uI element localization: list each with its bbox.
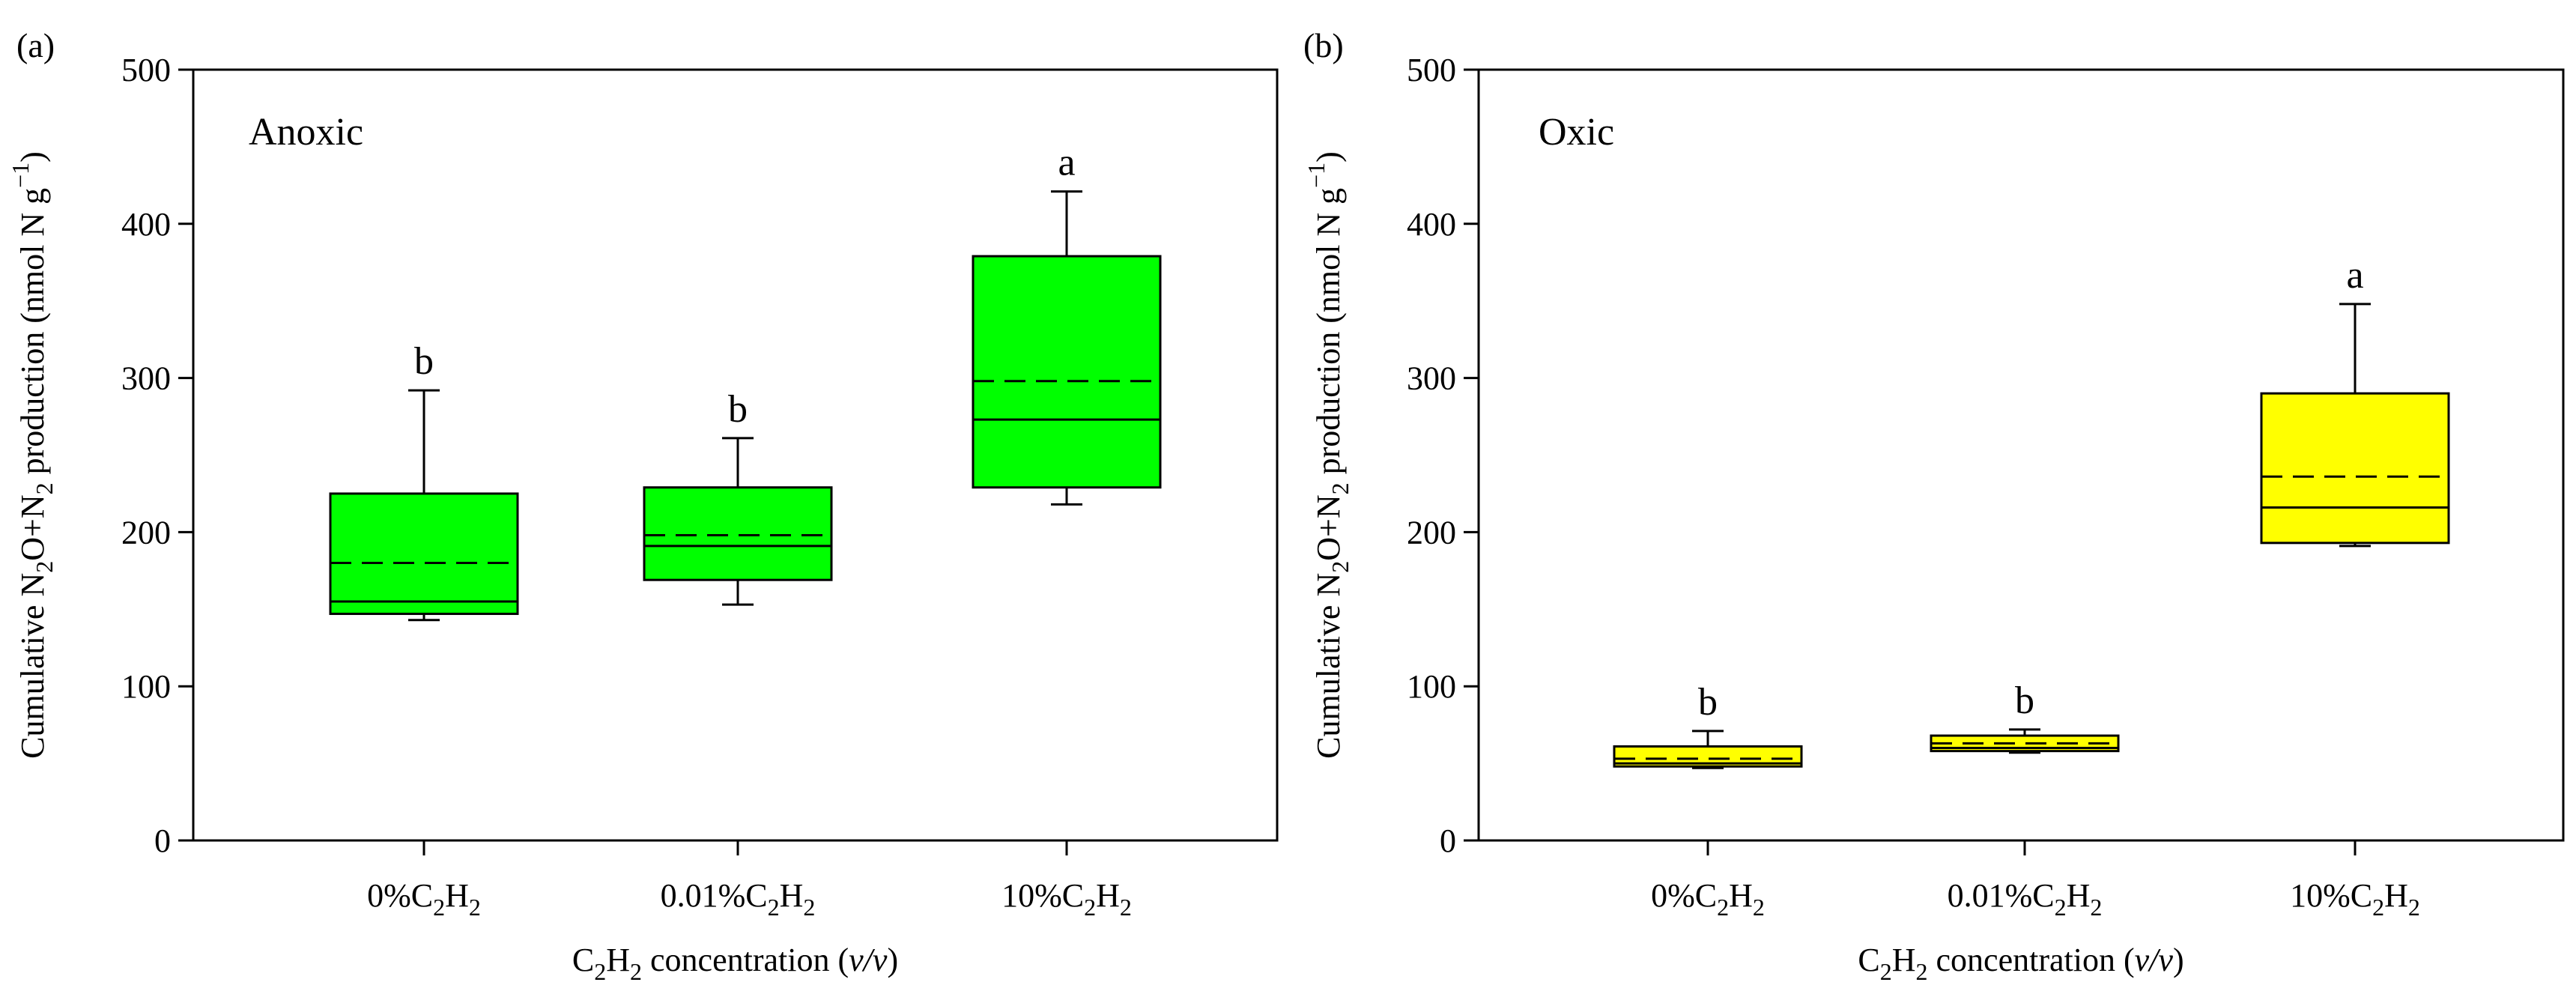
x-category-label-part: H [1096, 877, 1120, 914]
x-category-label-part: H [2067, 877, 2091, 914]
y-axis-title-part: production (nmol N g [14, 188, 51, 483]
y-axis-title-part: ) [14, 151, 51, 163]
x-category-label: 10%C2H2 [2290, 877, 2420, 921]
y-axis-title-part: −1 [1303, 163, 1330, 188]
x-axis-title-part: C [572, 942, 594, 978]
y-axis-title: Cumulative N2O+N2 production (nmol N g−1… [7, 151, 58, 759]
x-category-label-part: 0%C [367, 877, 433, 914]
x-category-label-part: 10%C [2290, 877, 2372, 914]
x-axis-title-part: H [606, 942, 630, 978]
y-axis-title-part: O+N [1310, 494, 1347, 560]
x-axis-title-part: ) [2173, 942, 2184, 978]
significance-letter: a [1058, 142, 1075, 184]
y-axis-title-part: Cumulative N [1310, 573, 1347, 759]
x-axis-title-part: H [1892, 942, 1916, 978]
x-axis-title-part: v/v [2135, 942, 2174, 978]
y-tick-label: 200 [1407, 514, 1456, 551]
box-1: b0%C2H2 [329, 340, 519, 921]
x-axis-title-part: ) [887, 942, 898, 978]
x-axis-title-part: 2 [630, 958, 642, 985]
box-body [972, 255, 1162, 489]
x-category-label: 10%C2H2 [1001, 877, 1132, 921]
x-category-label-part: H [1729, 877, 1753, 914]
x-category-label-part: 2 [1717, 894, 1729, 921]
y-tick-label: 400 [121, 206, 171, 243]
x-category-label-part: H [2384, 877, 2408, 914]
x-category-label-part: 2 [469, 894, 481, 921]
panel-label: (a) [16, 26, 55, 64]
x-category-label-part: 10%C [1001, 877, 1084, 914]
x-category-label: 0.01%C2H2 [661, 877, 816, 921]
box-2: b0.01%C2H2 [643, 388, 833, 921]
box-3: a10%C2H2 [2260, 254, 2450, 921]
significance-letter: b [1698, 681, 1718, 724]
box-1: b0%C2H2 [1613, 681, 1803, 921]
y-axis-title-part: −1 [7, 163, 34, 188]
x-category-label-part: 2 [2055, 894, 2067, 921]
box-body [2260, 392, 2450, 545]
x-axis-title-part: 2 [594, 958, 606, 985]
y-tick-label: 100 [121, 668, 171, 705]
y-tick-label: 100 [1407, 668, 1456, 705]
significance-letter: b [414, 340, 434, 383]
significance-letter: a [2346, 254, 2363, 297]
x-category-label: 0.01%C2H2 [1948, 877, 2103, 921]
y-axis-title: Cumulative N2O+N2 production (nmol N g−1… [1303, 151, 1354, 759]
plot-frame [1477, 68, 2565, 842]
x-category-label-part: 0.01%C [661, 877, 768, 914]
y-tick-label: 300 [1407, 360, 1456, 397]
x-category-label-part: 2 [1753, 894, 1765, 921]
x-category-label-part: 0%C [1651, 877, 1717, 914]
panel-label: (b) [1303, 26, 1344, 64]
x-category-label-part: 2 [768, 894, 780, 921]
x-category-label-part: 2 [2408, 894, 2420, 921]
x-category-label-part: 2 [2090, 894, 2102, 921]
y-tick-label: 400 [1407, 206, 1456, 243]
x-category-label-part: 2 [803, 894, 815, 921]
significance-letter: b [2015, 679, 2034, 722]
condition-label: Oxic [1539, 111, 1614, 154]
x-category-label-part: 2 [1084, 894, 1096, 921]
y-tick-label: 0 [1440, 822, 1456, 859]
y-tick-label: 300 [121, 360, 171, 397]
y-axis-title-part: 2 [1327, 482, 1354, 494]
x-category-label-part: H [445, 877, 469, 914]
x-axis-title-part: concentration ( [642, 942, 849, 978]
condition-label: Anoxic [249, 111, 363, 154]
x-category-label: 0%C2H2 [367, 877, 481, 921]
y-axis-title-part: 2 [31, 482, 58, 494]
y-axis-title-part: ) [1310, 151, 1347, 163]
y-axis-title-part: 2 [31, 561, 58, 573]
x-category-label-part: 2 [2372, 894, 2384, 921]
x-axis-title-part: concentration ( [1928, 942, 2135, 978]
y-axis-title-part: production (nmol N g [1310, 188, 1347, 483]
x-category-label-part: 2 [433, 894, 445, 921]
y-axis-title-part: Cumulative N [14, 573, 51, 759]
y-tick-label: 500 [1407, 52, 1456, 88]
x-axis-title: C2H2 concentration (v/v) [1858, 942, 2183, 985]
x-axis-title-part: 2 [1880, 958, 1892, 985]
box-2: b0.01%C2H2 [1930, 679, 2120, 921]
y-tick-label: 500 [121, 52, 171, 88]
x-category-label: 0%C2H2 [1651, 877, 1765, 921]
y-axis-title-part: O+N [14, 494, 51, 560]
x-axis-title-part: C [1858, 942, 1879, 978]
y-axis-title-part: 2 [1327, 561, 1354, 573]
box-body [329, 492, 519, 615]
x-category-label-part: 2 [1120, 894, 1132, 921]
x-axis-title: C2H2 concentration (v/v) [572, 942, 898, 985]
x-axis-title-part: 2 [1916, 958, 1928, 985]
x-category-label-part: H [780, 877, 804, 914]
chart-panel-b: 0100200300400500b0%C2H2b0.01%C2H2a10%C2H… [1303, 26, 2565, 985]
box-3: a10%C2H2 [972, 142, 1162, 921]
significance-letter: b [728, 388, 748, 431]
chart-panel-a: 0100200300400500b0%C2H2b0.01%C2H2a10%C2H… [7, 26, 1279, 985]
box-body [643, 486, 833, 581]
y-tick-label: 0 [154, 822, 171, 859]
plot-frame [192, 68, 1279, 842]
x-category-label-part: 0.01%C [1948, 877, 2055, 914]
x-axis-title-part: v/v [849, 942, 888, 978]
y-tick-label: 200 [121, 514, 171, 551]
